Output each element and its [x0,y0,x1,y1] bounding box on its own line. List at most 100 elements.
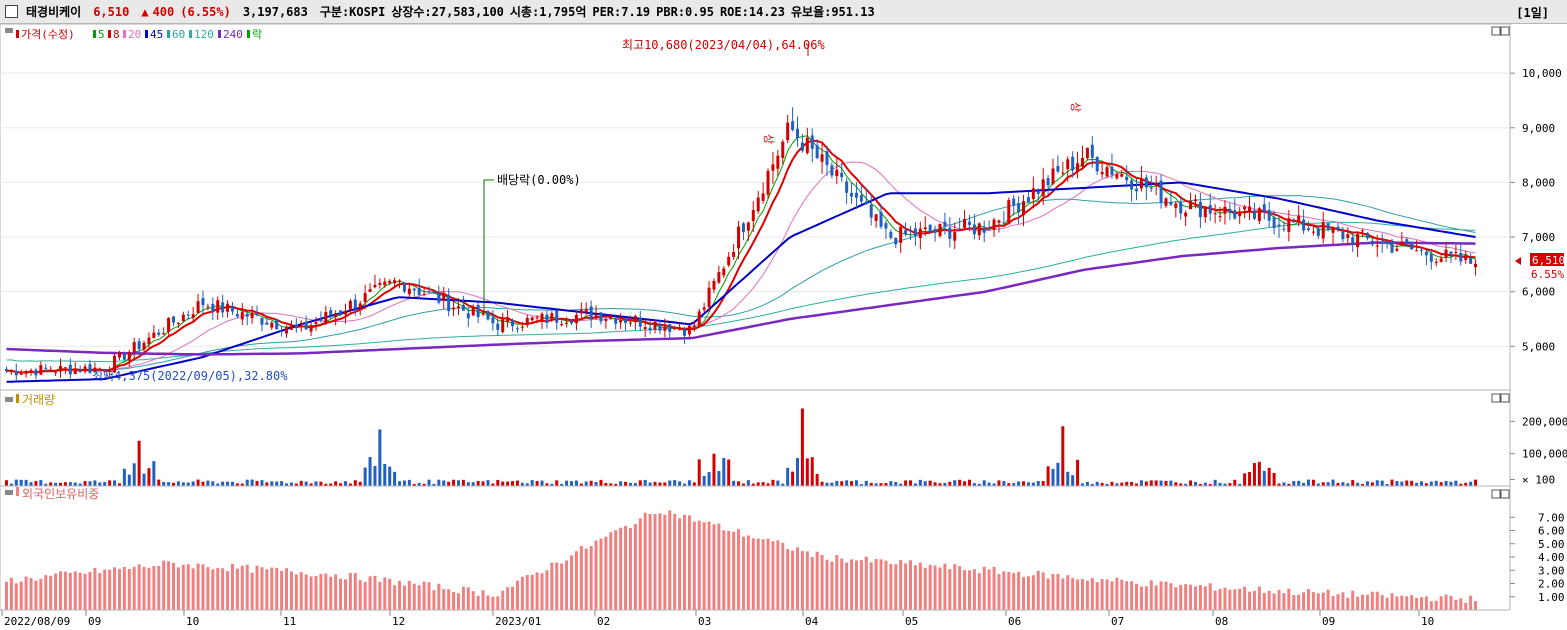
foreign-bar [692,521,696,610]
candle-body [19,373,23,375]
foreign-bar [520,576,524,610]
volume-bar [879,483,883,486]
upper-limit-mark-2: 상 [1069,102,1082,112]
volume-bar [113,480,117,486]
volume-bar [353,480,357,486]
volume-bar [1031,482,1035,486]
volume-panel-close-icon[interactable] [1500,393,1510,403]
volume-bar [289,482,293,486]
volume-bar [44,483,48,486]
foreign-panel-close-icon[interactable] [1500,489,1510,499]
volume-bar [530,480,534,486]
foreign-bar [1144,586,1148,610]
volume-bar [481,481,485,486]
candle-body [1085,147,1089,159]
x-tick-label: 07 [1111,615,1124,628]
foreign-bar [1361,594,1365,610]
candle-body [1385,240,1389,244]
volume-bar [442,480,446,486]
candle-body [147,337,151,345]
candle-body [39,365,43,375]
foreign-bar [884,560,888,610]
price-panel-minimize-icon[interactable] [1491,26,1501,36]
candle-body [810,135,814,149]
foreign-bar [918,562,922,610]
volume-bar [1100,482,1104,486]
candle-body [186,314,190,316]
foreign-bar [967,570,971,610]
volume-panel-handle-icon[interactable] [5,397,13,402]
volume-bar [1405,480,1409,486]
candle-body [1341,231,1345,240]
candle-body [393,280,397,284]
foreign-bar [4,581,8,610]
volume-bar [4,480,8,486]
candle-body [791,121,795,131]
foreign-bar [953,564,957,610]
foreign-bar [1051,574,1055,610]
candle-body [250,312,254,319]
volume-bar [1120,482,1124,486]
foreign-panel-minimize-icon[interactable] [1491,489,1501,499]
candle-body [132,342,136,353]
volume-panel-minimize-icon[interactable] [1491,393,1501,403]
stock-chart[interactable]: 가격(수정) 5 8 20 45 60 120 240 락 10,000 9,000 8,000 7,… [0,24,1567,630]
foreign-bar [280,570,284,610]
volume-bar [977,483,981,486]
foreign-bar [845,562,849,610]
foreign-bar [437,583,441,610]
select-checkbox[interactable] [5,5,18,18]
candle-body [874,214,878,221]
foreign-tick-label: 4.00 [1538,551,1565,564]
candle-body [1262,204,1266,213]
volume-bar [643,479,647,486]
candle-body [88,364,92,373]
candle-body [1022,201,1026,216]
volume-bar [1026,482,1030,486]
foreign-bar [609,532,613,610]
candle-body [9,369,13,373]
volume-bar [1149,480,1153,486]
foreign-bar [127,568,131,610]
candle-body [604,318,608,322]
candle-body [1071,156,1075,171]
candle-body [977,223,981,236]
foreign-bar [879,559,883,610]
foreign-bar [1120,579,1124,610]
foreign-bar [589,546,593,610]
volume-bar [550,483,554,486]
candle-body [54,372,58,374]
x-tick-label: 08 [1215,615,1228,628]
candle-body [1434,261,1438,264]
period-selector[interactable]: [1일] [1516,6,1549,20]
price-panel-handle-icon[interactable] [5,28,13,33]
volume-bar [913,483,917,486]
foreign-bar [324,573,328,610]
volume-bar [1243,473,1247,486]
volume-bar [24,479,28,486]
volume-bar [894,481,898,486]
foreign-bar [9,577,13,610]
foreign-bar [486,595,490,610]
foreign-bar [54,573,58,610]
candle-body [1223,206,1227,214]
candle-body [329,310,333,316]
candle-body [958,228,962,230]
candle-body [1248,206,1252,211]
volume-bar [54,482,58,486]
ma240-line [6,241,1476,356]
volume-bar [122,468,126,486]
volume-bar [525,483,529,486]
foreign-panel-handle-icon[interactable] [5,490,13,495]
volume-bar [963,481,967,486]
volume-bar [304,481,308,486]
foreign-bar [599,538,603,610]
low-annotation: 최저4,375(2022/09/05),32.80% [92,369,288,383]
candle-body [948,227,952,239]
foreign-bar [1174,587,1178,610]
price-panel-close-icon[interactable] [1500,26,1510,36]
volume-bar [854,480,858,486]
foreign-bar [348,573,352,610]
volume-bar [157,479,161,486]
foreign-bar [137,564,141,610]
